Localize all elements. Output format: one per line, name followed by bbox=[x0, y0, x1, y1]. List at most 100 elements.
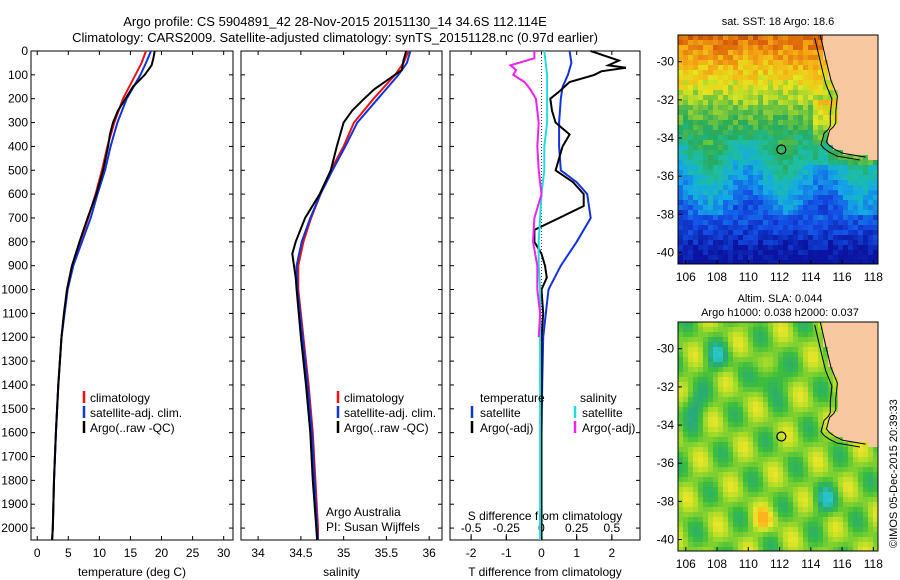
map-cell bbox=[733, 155, 738, 160]
map-cell bbox=[843, 120, 848, 125]
map-cell bbox=[678, 377, 683, 382]
map-cell bbox=[818, 542, 823, 547]
map-cell bbox=[808, 537, 813, 542]
map-cell bbox=[718, 442, 723, 447]
map-cell bbox=[823, 155, 828, 160]
map-cell bbox=[728, 160, 733, 165]
map-cell bbox=[758, 155, 763, 160]
map-cell bbox=[748, 527, 753, 532]
map-cell bbox=[848, 427, 853, 432]
map-cell bbox=[703, 512, 708, 517]
map-cell bbox=[863, 462, 868, 467]
map-cell bbox=[868, 327, 873, 332]
map-cell bbox=[853, 407, 858, 412]
map-cell bbox=[753, 170, 758, 175]
map-cell bbox=[728, 502, 733, 507]
map-cell bbox=[743, 482, 748, 487]
map-cell bbox=[848, 447, 853, 452]
map-cell bbox=[793, 45, 798, 50]
map-cell bbox=[703, 235, 708, 240]
map-cell bbox=[703, 517, 708, 522]
map-cell bbox=[763, 502, 768, 507]
map-cell bbox=[743, 342, 748, 347]
map-cell bbox=[758, 210, 763, 215]
map-cell bbox=[698, 190, 703, 195]
map-cell bbox=[843, 527, 848, 532]
map-cell bbox=[783, 357, 788, 362]
map-cell bbox=[843, 522, 848, 527]
map-cell bbox=[788, 327, 793, 332]
map-y-tick-label: -40 bbox=[657, 533, 675, 547]
map-cell bbox=[718, 327, 723, 332]
map-cell bbox=[868, 357, 873, 362]
map-cell bbox=[753, 230, 758, 235]
map-cell bbox=[763, 240, 768, 245]
map-cell bbox=[698, 140, 703, 145]
map-cell bbox=[838, 55, 843, 60]
map-cell bbox=[838, 205, 843, 210]
map-cell bbox=[768, 35, 773, 40]
map-cell bbox=[683, 387, 688, 392]
map-cell bbox=[683, 170, 688, 175]
map-cell bbox=[768, 377, 773, 382]
map-cell bbox=[743, 372, 748, 377]
map-cell bbox=[838, 472, 843, 477]
map-cell bbox=[758, 332, 763, 337]
map-cell bbox=[683, 70, 688, 75]
map-cell bbox=[813, 240, 818, 245]
map-cell bbox=[803, 75, 808, 80]
map-cell bbox=[753, 220, 758, 225]
map-cell bbox=[683, 532, 688, 537]
map-cell bbox=[868, 225, 873, 230]
map-cell bbox=[803, 50, 808, 55]
map-cell bbox=[813, 367, 818, 372]
map-cell bbox=[688, 467, 693, 472]
map-cell bbox=[783, 160, 788, 165]
map-cell bbox=[853, 205, 858, 210]
map-cell bbox=[748, 432, 753, 437]
map-cell bbox=[698, 145, 703, 150]
map-cell bbox=[753, 457, 758, 462]
map-cell bbox=[693, 65, 698, 70]
map-cell bbox=[768, 342, 773, 347]
map-cell bbox=[753, 260, 758, 264]
map-cell bbox=[763, 347, 768, 352]
map-cell bbox=[838, 527, 843, 532]
map-cell bbox=[798, 492, 803, 497]
map-cell bbox=[723, 407, 728, 412]
map-cell bbox=[818, 427, 823, 432]
map-cell bbox=[828, 492, 833, 497]
map-cell bbox=[828, 532, 833, 537]
map-cell bbox=[773, 150, 778, 155]
map-cell bbox=[778, 105, 783, 110]
map-cell bbox=[713, 145, 718, 150]
map-cell bbox=[708, 225, 713, 230]
map-cell bbox=[848, 75, 853, 80]
map-cell bbox=[833, 327, 838, 332]
map-cell bbox=[683, 250, 688, 255]
map-cell bbox=[708, 140, 713, 145]
map-cell bbox=[778, 492, 783, 497]
map-cell bbox=[708, 165, 713, 170]
map-cell bbox=[763, 437, 768, 442]
map-cell bbox=[743, 220, 748, 225]
map-cell bbox=[868, 200, 873, 205]
map-cell bbox=[733, 382, 738, 387]
map-cell bbox=[798, 250, 803, 255]
map-cell bbox=[863, 342, 868, 347]
map-cell bbox=[858, 462, 863, 467]
map-cell bbox=[688, 472, 693, 477]
map-cell bbox=[813, 372, 818, 377]
map-cell bbox=[678, 482, 683, 487]
map-cell bbox=[773, 70, 778, 75]
map-cell bbox=[843, 542, 848, 547]
map-cell bbox=[703, 110, 708, 115]
map-cell bbox=[848, 432, 853, 437]
map-cell bbox=[843, 135, 848, 140]
series-line-argo-raw-qc- bbox=[291, 50, 408, 541]
map-cell bbox=[748, 35, 753, 40]
map-cell bbox=[708, 442, 713, 447]
map-cell bbox=[678, 35, 683, 40]
map-cell bbox=[853, 220, 858, 225]
map-cell bbox=[708, 537, 713, 542]
